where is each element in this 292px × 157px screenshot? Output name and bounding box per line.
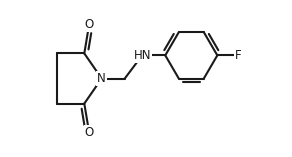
Text: HN: HN (133, 49, 151, 62)
Text: O: O (84, 18, 94, 31)
Text: O: O (84, 126, 94, 139)
Text: F: F (235, 49, 242, 62)
Text: N: N (97, 72, 106, 85)
